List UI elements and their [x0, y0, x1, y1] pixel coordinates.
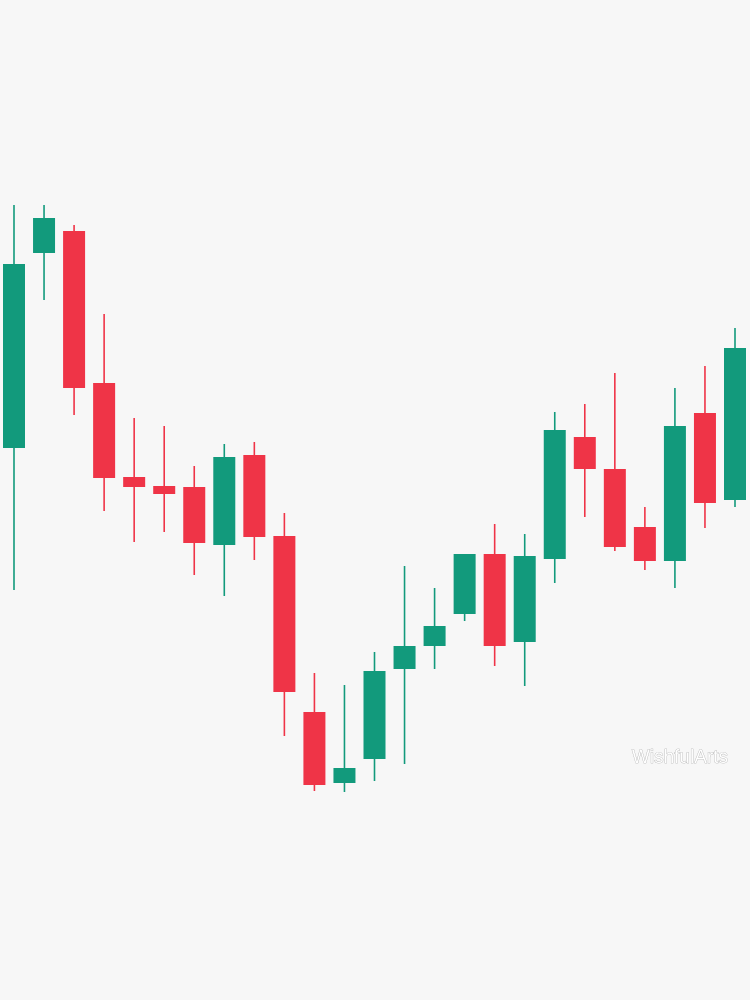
candle-body — [453, 554, 476, 614]
candle-body — [573, 437, 596, 469]
candle-body — [483, 554, 506, 646]
candle-body — [363, 671, 386, 759]
candle-body — [513, 556, 536, 642]
candle-body — [724, 348, 746, 500]
candle-body — [543, 430, 566, 559]
candle-body — [3, 264, 25, 448]
candle-body — [273, 536, 296, 692]
candle-body — [333, 768, 356, 783]
candle-body — [33, 218, 56, 253]
watermark: WishfulArts — [632, 747, 728, 768]
candle-body — [63, 231, 86, 388]
candle-body — [423, 626, 446, 646]
candle-body — [393, 646, 416, 669]
candle-body — [123, 477, 146, 487]
candle-body — [633, 527, 656, 561]
candle-body — [603, 469, 626, 547]
candle-body — [243, 455, 266, 537]
candle-body — [183, 487, 206, 543]
candle-body — [303, 712, 326, 785]
candle-body — [693, 413, 716, 503]
candle-body — [93, 383, 116, 478]
candle-body — [153, 486, 176, 494]
candle-body — [663, 426, 686, 561]
candle-body — [213, 457, 236, 545]
